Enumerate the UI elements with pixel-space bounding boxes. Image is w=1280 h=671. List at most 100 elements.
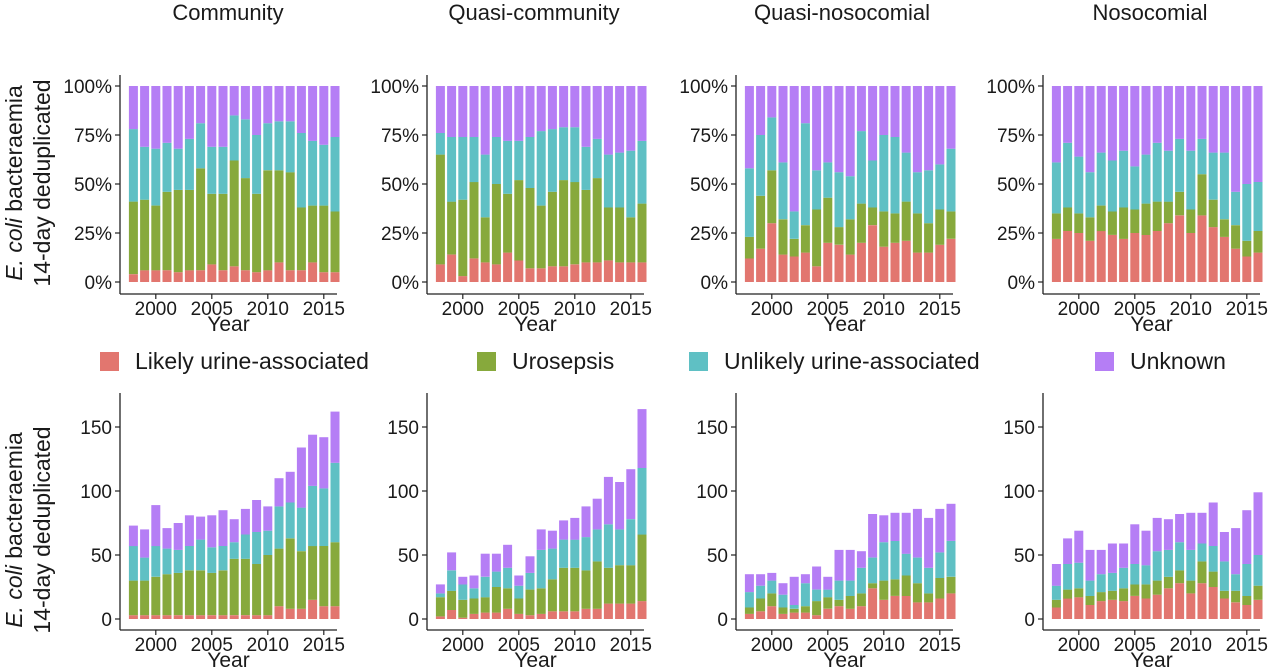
bar-segment-unlikely-urine-associated bbox=[615, 529, 625, 566]
bar-segment-unlikely-urine-associated bbox=[503, 567, 513, 589]
x-axis-title: Year bbox=[823, 649, 865, 671]
bar-segment-unknown bbox=[330, 411, 340, 463]
bar-segment-unlikely-urine-associated bbox=[296, 507, 306, 552]
bar-segment-urosepsis bbox=[162, 191, 172, 271]
bar-segment-unlikely-urine-associated bbox=[547, 129, 557, 192]
bar-segment-likely-urine-associated bbox=[140, 615, 150, 619]
bar-segment-likely-urine-associated bbox=[1163, 223, 1173, 282]
bar-segment-unlikely-urine-associated bbox=[1051, 585, 1061, 600]
bar-segment-likely-urine-associated bbox=[514, 260, 524, 282]
bar-segment-unlikely-urine-associated bbox=[924, 567, 934, 594]
bar-segment-likely-urine-associated bbox=[778, 254, 788, 282]
bar-segment-unknown bbox=[778, 86, 788, 163]
bar-segment-unlikely-urine-associated bbox=[536, 549, 546, 589]
panel-title-quasi-community: Quasi-community bbox=[448, 0, 619, 25]
x-tick-label: 2015 bbox=[610, 635, 652, 656]
bar-segment-likely-urine-associated bbox=[890, 242, 900, 282]
bar-segment-unlikely-urine-associated bbox=[890, 137, 900, 214]
bar-segment-unknown bbox=[834, 549, 844, 581]
bar-segment-urosepsis bbox=[308, 205, 318, 263]
bar-segment-urosepsis bbox=[756, 598, 766, 612]
bar-segment-urosepsis bbox=[536, 205, 546, 269]
bar-segment-likely-urine-associated bbox=[274, 606, 284, 619]
bar-segment-urosepsis bbox=[263, 555, 273, 616]
bar-segment-unlikely-urine-associated bbox=[1141, 565, 1151, 585]
bar-segment-likely-urine-associated bbox=[319, 272, 329, 282]
bar-segment-unlikely-urine-associated bbox=[184, 546, 194, 571]
bar-segment-unknown bbox=[1197, 512, 1207, 544]
bar-segment-unlikely-urine-associated bbox=[912, 172, 922, 214]
bar-segment-likely-urine-associated bbox=[1231, 248, 1241, 282]
bar-segment-unknown bbox=[901, 86, 911, 153]
bar-segment-urosepsis bbox=[592, 561, 602, 609]
x-tick-label: 2010 bbox=[1170, 635, 1212, 656]
bar-segment-urosepsis bbox=[1141, 203, 1151, 235]
x-tick-label: 2000 bbox=[751, 299, 793, 320]
bar-segment-likely-urine-associated bbox=[1175, 215, 1185, 282]
bar-segment-unlikely-urine-associated bbox=[252, 532, 262, 564]
bar-segment-unknown bbox=[1197, 86, 1207, 139]
bar-segment-unknown bbox=[626, 469, 636, 520]
x-tick-label: 2000 bbox=[135, 299, 177, 320]
bar-segment-unknown bbox=[615, 86, 625, 153]
bar-segment-urosepsis bbox=[1051, 213, 1061, 239]
bar-segment-urosepsis bbox=[812, 209, 822, 267]
bar-segment-urosepsis bbox=[879, 211, 889, 247]
bar-segment-unlikely-urine-associated bbox=[592, 138, 602, 179]
bar-segment-likely-urine-associated bbox=[447, 610, 457, 619]
bar-segment-unknown bbox=[812, 566, 822, 590]
y-tick-label-count: 0 bbox=[1024, 610, 1035, 631]
bar-segment-urosepsis bbox=[469, 598, 479, 614]
bar-segment-unlikely-urine-associated bbox=[207, 547, 217, 573]
legend-label: Unknown bbox=[1130, 347, 1226, 374]
bar-segment-urosepsis bbox=[845, 596, 855, 609]
bar-segment-unknown bbox=[151, 505, 161, 547]
bar-segment-urosepsis bbox=[1208, 199, 1218, 228]
bar-segment-unlikely-urine-associated bbox=[834, 580, 844, 600]
bar-segment-unknown bbox=[1186, 86, 1196, 151]
bar-segment-unlikely-urine-associated bbox=[1085, 172, 1095, 218]
bar-segment-likely-urine-associated bbox=[1107, 599, 1117, 619]
bar-segment-likely-urine-associated bbox=[151, 615, 161, 619]
bar-segment-urosepsis bbox=[559, 567, 569, 612]
bar-segment-unlikely-urine-associated bbox=[469, 137, 479, 183]
bar-segment-unknown bbox=[856, 551, 866, 568]
bar-segment-unlikely-urine-associated bbox=[173, 148, 183, 190]
bar-segment-unknown bbox=[491, 553, 501, 572]
bar-segment-urosepsis bbox=[525, 589, 535, 616]
bar-segment-urosepsis bbox=[1063, 589, 1073, 599]
bar-segment-likely-urine-associated bbox=[1231, 602, 1241, 619]
bar-segment-likely-urine-associated bbox=[756, 248, 766, 282]
bar-segment-unlikely-urine-associated bbox=[128, 546, 138, 581]
panel-community-count: 0 50 100 150 2000 2005 2010 2015 Year bbox=[80, 393, 345, 671]
bar-segment-likely-urine-associated bbox=[1219, 236, 1229, 282]
bar-segment-unlikely-urine-associated bbox=[435, 133, 445, 155]
bar-segment-likely-urine-associated bbox=[1141, 235, 1151, 282]
bar-segment-unknown bbox=[756, 86, 766, 135]
y-tick-label-count: 150 bbox=[387, 418, 419, 439]
bar-segment-unknown bbox=[503, 544, 513, 568]
bar-segment-unknown bbox=[856, 86, 866, 132]
bar-segment-unknown bbox=[491, 86, 501, 137]
bar-segment-unknown bbox=[879, 515, 889, 543]
bar-segment-likely-urine-associated bbox=[1175, 583, 1185, 619]
bar-segment-unlikely-urine-associated bbox=[1242, 184, 1252, 241]
bar-segment-likely-urine-associated bbox=[812, 615, 822, 619]
bar-segment-urosepsis bbox=[435, 154, 445, 265]
bar-segment-likely-urine-associated bbox=[879, 246, 889, 282]
bar-segment-unknown bbox=[845, 86, 855, 177]
chart-panels: 0% 25% 50% 75% 100% 2000 2005 2010 2015 Year 0% 25%… bbox=[63, 75, 1268, 671]
bar-segment-likely-urine-associated bbox=[778, 613, 788, 619]
bar-segment-urosepsis bbox=[789, 608, 799, 613]
panel-quasi-nosocomial-count: 0 50 100 150 2000 2005 2010 2015 Year bbox=[696, 393, 961, 671]
bar-segment-urosepsis bbox=[626, 217, 636, 263]
bar-segment-urosepsis bbox=[330, 542, 340, 607]
bar-segment-likely-urine-associated bbox=[140, 270, 150, 282]
x-tick-label: 2015 bbox=[919, 299, 961, 320]
x-tick-label: 2005 bbox=[1114, 299, 1156, 320]
bar-segment-urosepsis bbox=[924, 593, 934, 603]
bar-segment-urosepsis bbox=[319, 546, 329, 607]
bar-segment-unlikely-urine-associated bbox=[173, 549, 183, 573]
bar-segment-unknown bbox=[812, 86, 822, 171]
panel-quasi-community-count: 0 50 100 150 2000 2005 2010 2015 Year bbox=[387, 393, 652, 671]
